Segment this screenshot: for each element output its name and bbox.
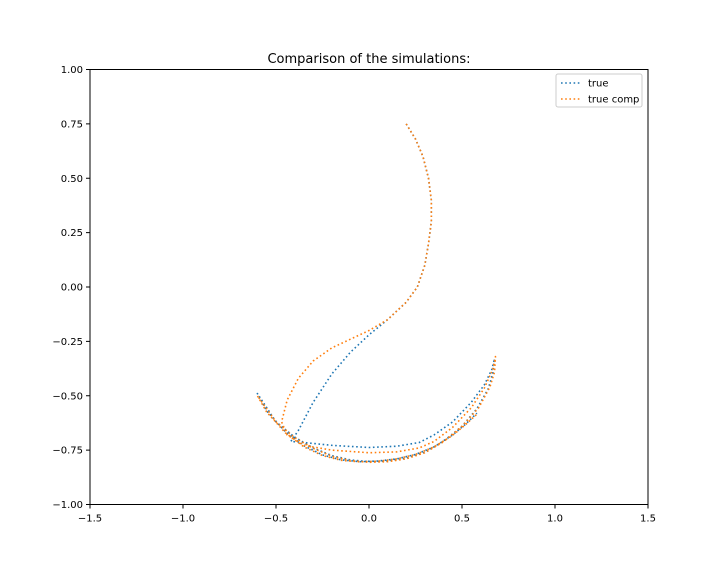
x-tick-label: −1.5	[78, 514, 102, 525]
x-tick-label: −0.5	[264, 514, 288, 525]
y-axis: −1.00 −0.75 −0.50 −0.25 0.00 0.25 0.50 0.75 1.00	[52, 65, 90, 511]
y-tick-label: 0.00	[61, 283, 83, 294]
y-tick-label: 1.00	[61, 65, 83, 76]
x-tick-label: 1.5	[640, 514, 656, 525]
y-tick-label: −1.00	[52, 500, 83, 511]
series-layer	[256, 123, 497, 464]
chart-title: Comparison of the simulations:	[267, 52, 470, 67]
x-tick-label: −1.0	[171, 514, 195, 525]
x-tick-label: 0.5	[454, 514, 470, 525]
y-tick-label: 0.75	[61, 119, 83, 130]
x-tick-label: 0.0	[361, 514, 377, 525]
series-line-1	[256, 123, 497, 464]
y-tick-label: −0.25	[52, 337, 83, 348]
plot-area-frame	[89, 69, 649, 505]
legend: true true comp	[555, 73, 643, 108]
legend-label-0: true	[588, 79, 609, 90]
x-tick-label: 1.0	[547, 514, 563, 525]
series-line-0	[256, 123, 496, 463]
legend-label-1: true comp	[588, 95, 639, 106]
y-tick-label: 0.25	[61, 228, 83, 239]
y-tick-label: 0.50	[61, 174, 83, 185]
legend-box	[555, 73, 643, 108]
x-axis: −1.5 −1.0 −0.5 0.0 0.5 1.0 1.5	[78, 504, 656, 525]
y-tick-label: −0.50	[52, 391, 83, 402]
y-tick-label: −0.75	[52, 446, 83, 457]
